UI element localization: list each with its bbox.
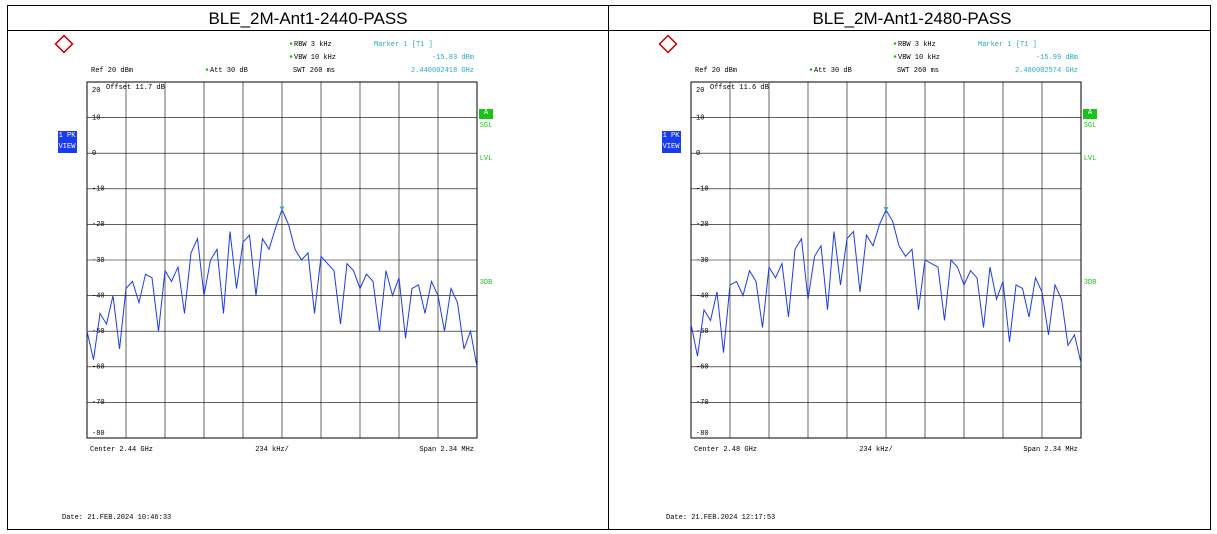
annotation-marker-freq: 2.480002574 GHz [1015, 67, 1078, 75]
y-tick-label: 0 [696, 150, 700, 158]
annotation-a: A [1088, 109, 1093, 117]
annotation-sgl: SGL [1084, 122, 1097, 130]
annotation-span: Span 2.34 MHz [1023, 446, 1078, 454]
annotation-offset: Offset 11.6 dB [710, 84, 769, 92]
y-tick-label: 10 [92, 114, 100, 122]
annotation-rbw: RBW 3 kHz [294, 41, 332, 49]
y-tick-label: -50 [696, 328, 709, 336]
logo [658, 34, 678, 54]
annotation-rbw: RBW 3 kHz [898, 41, 936, 49]
marker [279, 206, 285, 211]
annotation-date: Date: 21.FEB.2024 10:46:33 [62, 514, 171, 522]
annotation-view: VIEW [663, 143, 681, 151]
y-tick-label: 20 [92, 87, 100, 95]
annotation-ref: Ref 20 dBm [91, 67, 133, 75]
annotation-vbw: VBW 10 kHz [898, 54, 940, 62]
marker [883, 207, 889, 212]
y-tick-label: 10 [696, 114, 704, 122]
bullet [289, 55, 293, 58]
y-tick-label: -60 [696, 364, 709, 372]
annotation-marker-level: -15.99 dBm [1036, 54, 1078, 62]
bullet [809, 68, 813, 71]
annotation-span: Span 2.34 MHz [419, 446, 474, 454]
annotation-ref: Ref 20 dBm [695, 67, 737, 75]
annotation-center: Center 2.44 GHz [90, 446, 153, 454]
annotation-att: Att 30 dB [814, 67, 852, 75]
y-tick-label: -60 [92, 364, 105, 372]
annotation-att: Att 30 dB [210, 67, 248, 75]
annotation-marker-freq: 2.440002418 GHz [411, 67, 474, 75]
bullet [205, 68, 209, 71]
y-tick-label: -20 [696, 221, 709, 229]
annotation-marker: Marker 1 [T1 ] [978, 41, 1037, 49]
a-box [479, 109, 493, 119]
annotation-center: Center 2.48 GHz [694, 446, 757, 454]
y-tick-label: -80 [696, 430, 709, 438]
trace-box [662, 131, 681, 153]
annotation-swt: SWT 260 ms [293, 67, 335, 75]
y-tick-label: -40 [92, 292, 105, 300]
y-tick-label: -10 [92, 186, 105, 194]
annotation-div: 234 kHz/ [255, 446, 289, 454]
cell-title: BLE_2M-Ant1-2480-PASS [812, 9, 1011, 28]
annotation-offset: Offset 11.7 dB [106, 84, 165, 92]
a-box [1083, 109, 1097, 119]
y-tick-label: -30 [92, 257, 105, 265]
y-tick-label: -70 [696, 399, 709, 407]
annotation-lvl: LVL [1084, 155, 1097, 163]
annotation-sgl: SGL [480, 122, 493, 130]
y-tick-label: 20 [696, 87, 704, 95]
annotation-pk: 1 PK [663, 132, 681, 140]
logo [54, 34, 74, 54]
y-tick-label: -70 [92, 399, 105, 407]
annotation-swt: SWT 260 ms [897, 67, 939, 75]
y-tick-label: 0 [92, 150, 96, 158]
y-tick-label: -20 [92, 221, 105, 229]
annotation-db3: 3DB [480, 279, 493, 287]
annotation-view: VIEW [59, 143, 77, 151]
annotation-marker-level: -15.83 dBm [432, 54, 474, 62]
annotation-div: 234 kHz/ [859, 446, 893, 454]
y-tick-label: -40 [696, 292, 709, 300]
annotation-marker: Marker 1 [T1 ] [374, 41, 433, 49]
y-tick-label: -10 [696, 186, 709, 194]
annotation-a: A [484, 109, 489, 117]
bullet [289, 42, 293, 45]
annotation-db3: 3DB [1084, 279, 1097, 287]
annotation-lvl: LVL [480, 155, 493, 163]
bullet [893, 55, 897, 58]
annotation-date: Date: 21.FEB.2024 12:17:53 [666, 514, 775, 522]
trace-box [58, 131, 77, 153]
y-tick-label: -50 [92, 328, 105, 336]
cell-title: BLE_2M-Ant1-2440-PASS [208, 9, 407, 28]
annotation-pk: 1 PK [59, 132, 77, 140]
bullet [893, 42, 897, 45]
annotation-vbw: VBW 10 kHz [294, 54, 336, 62]
y-tick-label: -30 [696, 257, 709, 265]
y-tick-label: -80 [92, 430, 105, 438]
